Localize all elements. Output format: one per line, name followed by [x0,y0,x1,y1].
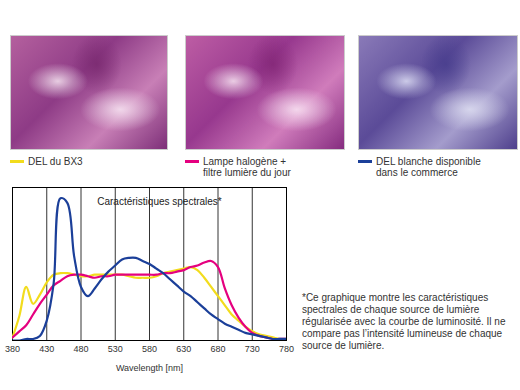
svg-text:580: 580 [142,344,157,354]
html-text:DEL du BX3: DEL du BX3 [28,156,83,167]
svg-text:630: 630 [176,344,191,354]
html-text:DEL blanche disponible dans le: DEL blanche disponible dans le commerce [376,156,481,178]
svg-text:380: 380 [5,344,20,354]
svg-text:780: 780 [279,344,294,354]
svg-text:430: 430 [39,344,54,354]
svg-text:530: 530 [108,344,123,354]
svg-text:730: 730 [245,344,260,354]
html-text:Lampe halogène + filtre lumièr: Lampe halogène + filtre lumière du jour [203,156,291,178]
svg-text:Wavelength [nm]: Wavelength [nm] [116,363,183,373]
svg-text:680: 680 [210,344,225,354]
html-text:*Ce graphique montre les carac: *Ce graphique montre les caractéristique… [302,292,506,351]
svg-text:Caractéristiques spectrales*: Caractéristiques spectrales* [97,196,222,207]
svg-text:480: 480 [73,344,88,354]
